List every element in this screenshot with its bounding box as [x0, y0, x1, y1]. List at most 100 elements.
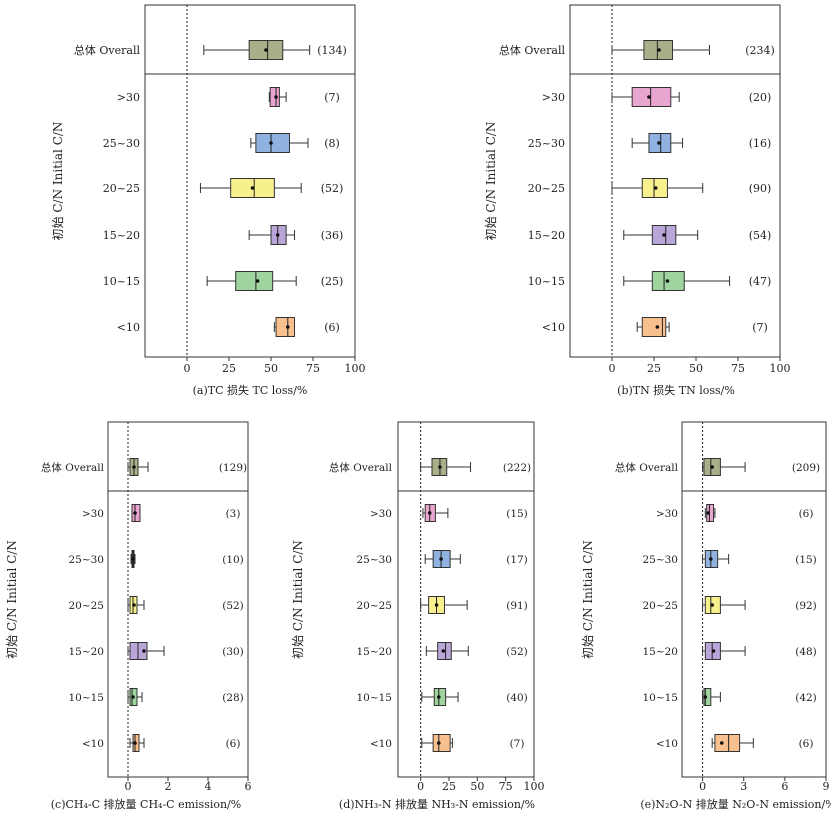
- sample-count-label: (36): [321, 229, 344, 242]
- category-label: 20~25: [642, 600, 678, 612]
- mean-marker: [133, 741, 137, 745]
- panel-caption: (d)NH₃-N 排放量 NH₃-N emission/%: [339, 797, 535, 811]
- x-tick-label: 4: [205, 780, 212, 793]
- box-row: >30 (20): [542, 87, 771, 107]
- x-tick-label: 0: [417, 780, 424, 793]
- x-tick-label: 50: [264, 362, 278, 375]
- box-row: 10~15 (28): [68, 688, 244, 706]
- panel-a: 0 25 50 75 100 初始 C/N Initial C/N (a)TC 损失 TC …: [51, 4, 366, 397]
- sample-count-label: (28): [222, 692, 244, 704]
- sample-count-label: (48): [795, 646, 817, 658]
- box-row: 总体 Overall (222): [329, 458, 531, 476]
- category-label: 25~30: [528, 137, 565, 150]
- sample-count-label: (16): [749, 137, 772, 150]
- x-tick-label: 50: [470, 780, 484, 793]
- category-label: 15~20: [68, 646, 104, 658]
- y-axis-label: 初始 C/N Initial C/N: [51, 122, 65, 241]
- box-row: 总体 Overall (129): [41, 458, 247, 476]
- category-label: 15~20: [356, 646, 392, 658]
- mean-marker: [255, 279, 260, 283]
- sample-count-label: (90): [749, 182, 772, 195]
- plot-frame: [569, 4, 781, 358]
- mean-marker: [132, 603, 136, 607]
- x-tick-label: 0: [184, 362, 191, 375]
- category-label: 10~15: [103, 275, 140, 288]
- category-label: 20~25: [103, 182, 140, 195]
- sample-count-label: (222): [503, 462, 531, 474]
- y-axis-label: 初始 C/N Initial C/N: [581, 540, 595, 659]
- box-row: <10 (6): [82, 734, 240, 752]
- box-row: 20~25 (52): [103, 178, 344, 198]
- plot-frame: [681, 421, 827, 778]
- category-label: 20~25: [356, 600, 392, 612]
- category-label: 25~30: [68, 554, 104, 566]
- box-row: 10~15 (40): [356, 688, 528, 706]
- panel-d: 0 25 50 75 100 初始 C/N Initial C/N (d)NH₃-N 排放量…: [291, 421, 545, 811]
- mean-marker: [710, 603, 714, 607]
- sample-count-label: (25): [321, 275, 344, 288]
- y-axis-label: 初始 C/N Initial C/N: [291, 540, 305, 659]
- mean-marker: [437, 695, 441, 699]
- category-label: 总体 Overall: [74, 43, 141, 57]
- x-tick-label: 50: [689, 362, 703, 375]
- x-tick-label: 75: [731, 362, 745, 375]
- mean-marker: [286, 325, 290, 329]
- mean-marker: [710, 465, 714, 469]
- box-row: 总体 Overall (209): [615, 458, 820, 476]
- box-row: 15~20 (54): [528, 225, 771, 245]
- mean-marker: [657, 48, 661, 52]
- sample-count-label: (30): [222, 646, 244, 658]
- category-label: >30: [117, 91, 140, 104]
- box-row: >30 (15): [370, 504, 528, 522]
- x-tick-label: 25: [222, 362, 236, 375]
- sample-count-label: (42): [795, 692, 817, 704]
- category-label: 15~20: [528, 229, 565, 242]
- sample-count-label: (52): [222, 600, 244, 612]
- category-label: 总体 Overall: [499, 43, 566, 57]
- category-label: <10: [656, 738, 678, 750]
- sample-count-label: (52): [321, 182, 344, 195]
- panel-caption: (b)TN 损失 TN loss/%: [617, 383, 735, 397]
- category-label: 25~30: [356, 554, 392, 566]
- iqr-box: [275, 317, 296, 337]
- category-label: 10~15: [642, 692, 678, 704]
- box-row: >30 (6): [656, 504, 814, 522]
- category-label: 总体 Overall: [329, 461, 393, 474]
- sample-count-label: (209): [792, 462, 820, 474]
- mean-marker: [657, 141, 661, 145]
- iqr-box: [432, 734, 451, 752]
- category-label: >30: [370, 508, 392, 520]
- mean-marker: [711, 649, 716, 653]
- category-label: <10: [370, 738, 392, 750]
- box-row: 20~25 (92): [642, 596, 817, 614]
- sample-count-label: (91): [506, 600, 528, 612]
- y-axis-label: 初始 C/N Initial C/N: [5, 540, 19, 659]
- mean-marker: [665, 279, 670, 283]
- category-label: <10: [542, 321, 565, 334]
- mean-marker: [439, 557, 443, 561]
- mean-marker: [434, 603, 439, 607]
- x-tick-label: 0: [125, 780, 132, 793]
- mean-marker: [703, 695, 708, 699]
- mean-marker: [709, 557, 713, 561]
- iqr-box: [641, 317, 667, 337]
- mean-marker: [250, 186, 255, 190]
- mean-marker: [719, 741, 724, 745]
- x-tick-label: 100: [345, 362, 366, 375]
- x-tick-label: 2: [165, 780, 172, 793]
- box-row: <10 (7): [542, 317, 768, 337]
- mean-marker: [132, 465, 136, 469]
- mean-marker: [131, 695, 135, 699]
- box-row: 15~20 (48): [642, 642, 817, 660]
- mean-marker: [269, 141, 273, 145]
- box-row: >30 (7): [117, 87, 340, 107]
- mean-marker: [438, 465, 442, 469]
- box-row: <10 (6): [656, 734, 814, 752]
- box-row: >30 (3): [82, 504, 240, 522]
- sample-count-label: (6): [799, 508, 814, 520]
- sample-count-label: (6): [799, 738, 814, 750]
- box-row: 10~15 (42): [642, 688, 817, 706]
- box-row: 25~30 (17): [356, 550, 528, 568]
- mean-marker: [437, 741, 441, 745]
- x-tick-label: 25: [647, 362, 661, 375]
